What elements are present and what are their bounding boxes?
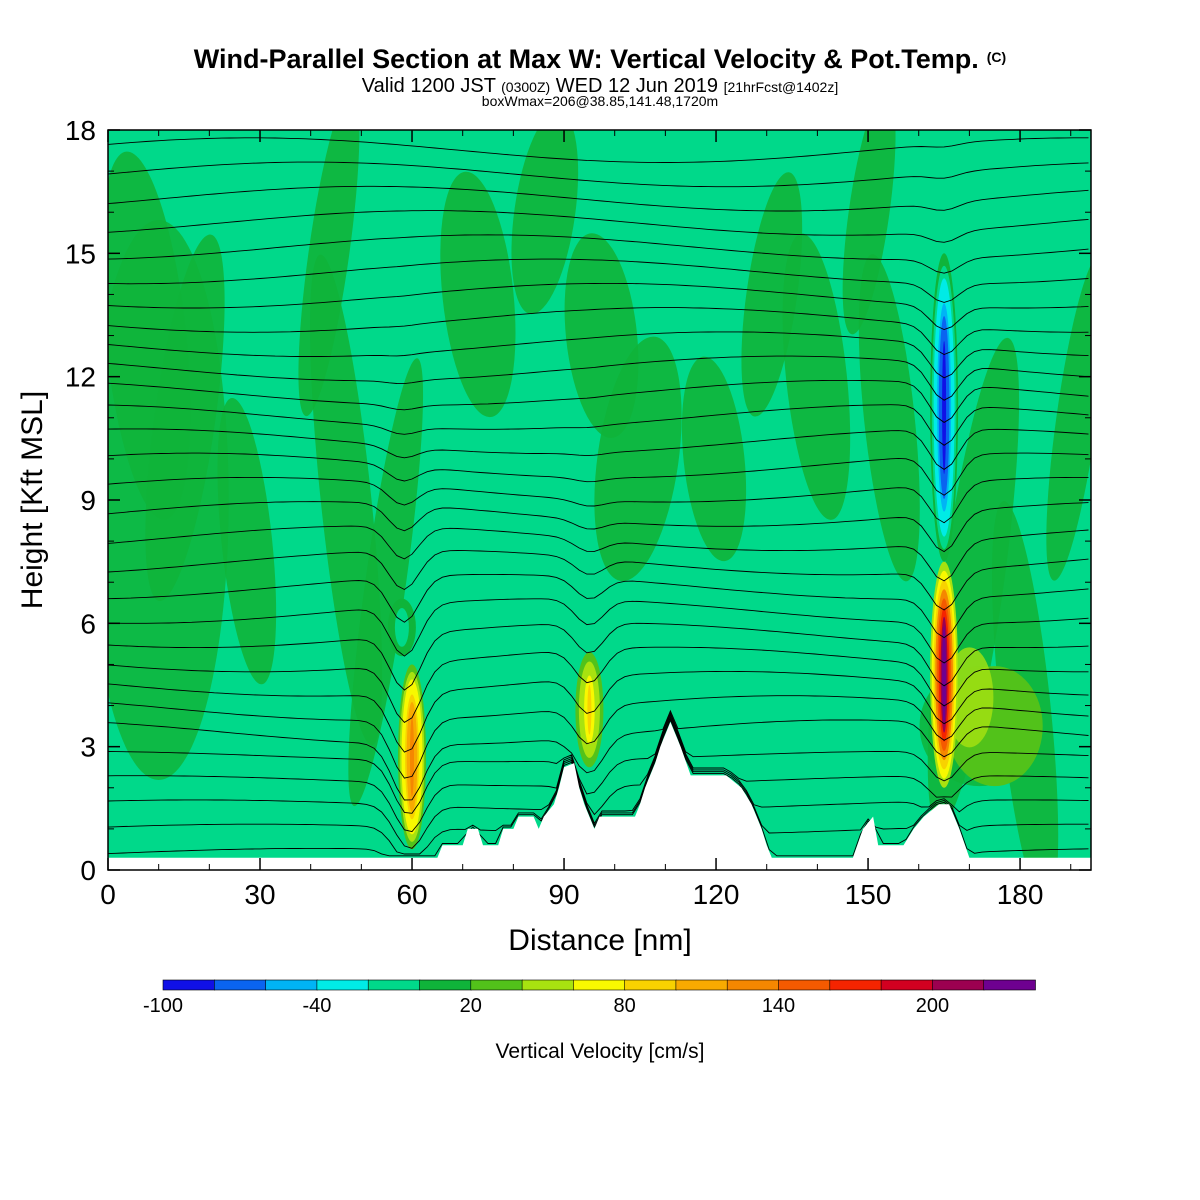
updraft-streak xyxy=(741,172,803,417)
theta-contour xyxy=(108,715,1089,849)
colorbar-swatch xyxy=(726,979,780,991)
x-tick-label: 150 xyxy=(845,879,892,910)
theta-contour xyxy=(108,137,1089,163)
theta-contour xyxy=(108,161,1089,188)
colorbar-swatch xyxy=(162,979,216,991)
colorbar-swatch xyxy=(265,979,318,991)
x-axis-label: Distance [nm] xyxy=(508,924,691,957)
theta-contour xyxy=(108,598,1089,664)
theta-contour xyxy=(108,525,1089,582)
updraft-core xyxy=(587,684,592,735)
updraft-streak xyxy=(842,130,896,335)
x-tick-label: 120 xyxy=(693,879,740,910)
updraft-streak xyxy=(348,358,424,807)
colorbar-swatch xyxy=(573,979,626,991)
colorbar-swatch xyxy=(470,979,523,991)
x-tick-label: 180 xyxy=(997,879,1044,910)
updraft-streak xyxy=(1046,254,1091,581)
y-tick-label: 0 xyxy=(80,855,96,886)
updraft-streak xyxy=(594,336,682,582)
chart-subtitle: Valid 1200 JST (0300Z) WED 12 Jun 2019 [… xyxy=(362,75,838,97)
y-tick-label: 18 xyxy=(65,115,96,146)
axis-ticks: 0 30 60 90 120 150 180 0 3 6 9 12 15 18 xyxy=(65,115,1091,910)
theta-contour xyxy=(108,646,1089,723)
plot-area: 0 30 60 90 120 150 180 0 3 6 9 12 15 18 xyxy=(65,115,1092,910)
colorbar-swatch xyxy=(675,979,729,991)
updraft-streak xyxy=(782,233,851,520)
colorbar: -100 -40 20 80 140 200 xyxy=(143,979,1036,1017)
theta-contour xyxy=(108,695,1089,779)
theta-contour xyxy=(108,717,1089,855)
y-tick-label: 6 xyxy=(80,608,96,639)
theta-contour xyxy=(108,282,1089,330)
terrain xyxy=(108,722,1091,870)
theta-contour xyxy=(108,713,1089,833)
colorbar-swatch xyxy=(521,979,575,991)
theta-contour xyxy=(108,476,1089,524)
updraft-streak xyxy=(511,130,579,315)
theta-contour xyxy=(108,379,1089,423)
colorbar-swatch xyxy=(983,979,1036,991)
colorbar-tick-label: -40 xyxy=(302,995,331,1017)
theta-contour xyxy=(108,550,1089,611)
colorbar-swatch xyxy=(932,979,985,991)
updraft-core xyxy=(410,717,414,797)
colorbar-swatch xyxy=(880,979,934,991)
colorbar-swatch xyxy=(778,979,831,991)
theta-contour xyxy=(108,210,1089,243)
downdraft-core xyxy=(942,341,947,474)
colorbar-swatch xyxy=(316,979,369,991)
colorbar-tick-label: -100 xyxy=(143,995,183,1017)
theta-contour xyxy=(108,428,1089,470)
theta-contour xyxy=(108,307,1089,356)
colorbar-tick-label: 140 xyxy=(762,995,795,1017)
y-tick-label: 15 xyxy=(65,238,96,269)
colorbar-label: Vertical Velocity [cm/s] xyxy=(496,1040,705,1063)
theta-contour xyxy=(108,622,1089,691)
updraft-streak xyxy=(217,397,277,685)
colorbar-tick-label: 80 xyxy=(613,995,635,1017)
theta-contour xyxy=(108,670,1089,753)
updraft-core xyxy=(942,625,947,724)
updraft-band xyxy=(108,220,229,780)
y-tick-label: 9 xyxy=(80,485,96,516)
theta-contour xyxy=(108,258,1089,303)
updraft-streak xyxy=(440,171,516,418)
x-tick-label: 0 xyxy=(100,879,116,910)
colorbar-swatch xyxy=(419,979,472,991)
y-tick-label: 12 xyxy=(65,362,96,393)
updraft-streak xyxy=(858,254,920,582)
theta-contours xyxy=(108,137,1089,857)
theta-contour xyxy=(108,404,1089,446)
colorbar-swatch xyxy=(829,979,882,991)
velocity-shading xyxy=(108,130,1091,870)
theta-contour xyxy=(108,234,1089,274)
colorbar-tick-label: 20 xyxy=(460,995,482,1017)
colorbar-tick-label: 200 xyxy=(916,995,949,1017)
colorbar-swatch xyxy=(214,979,267,991)
x-tick-label: 60 xyxy=(396,879,427,910)
theta-contour xyxy=(108,452,1089,496)
x-tick-label: 90 xyxy=(548,879,579,910)
updraft-streak xyxy=(681,356,747,562)
theta-contour xyxy=(108,709,1089,801)
downdraft-core xyxy=(399,615,404,640)
theta-contour xyxy=(108,331,1089,379)
theta-contour xyxy=(108,185,1089,212)
colorbar-swatch xyxy=(367,979,421,991)
theta-contour xyxy=(108,711,1089,814)
chart-subtitle-2: boxWmax=206@38.85,141.48,1720m xyxy=(482,93,718,109)
y-tick-label: 3 xyxy=(80,732,96,763)
theta-contour xyxy=(108,573,1089,639)
y-axis-label: Height [Kft MSL] xyxy=(16,391,49,609)
colorbar-swatch xyxy=(624,979,677,991)
theta-contour xyxy=(108,355,1089,401)
theta-contour xyxy=(108,501,1089,553)
x-tick-label: 30 xyxy=(244,879,275,910)
chart-title: Wind-Parallel Section at Max W: Vertical… xyxy=(194,44,1006,74)
